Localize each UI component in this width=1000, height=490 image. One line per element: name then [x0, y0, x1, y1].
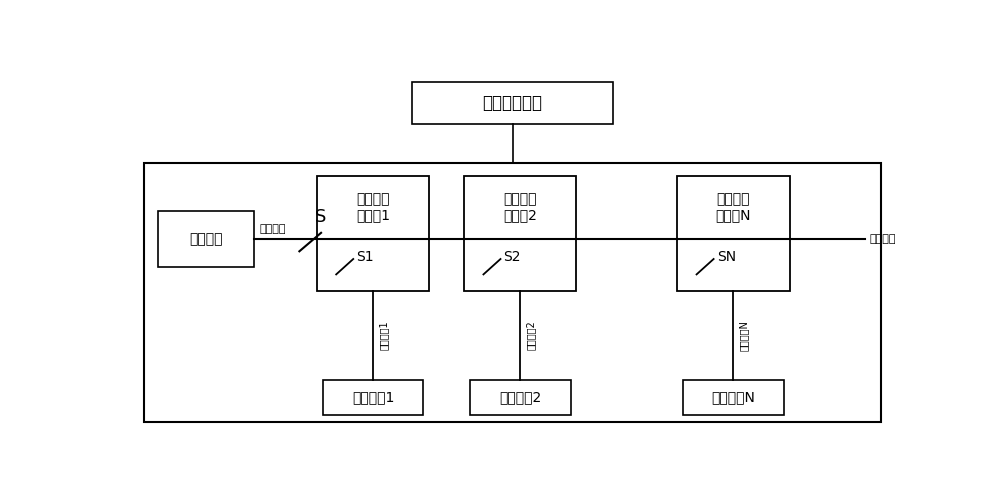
- Text: S: S: [315, 208, 326, 226]
- Text: 充电分支
配电盒1: 充电分支 配电盒1: [356, 192, 390, 222]
- Text: 充电接口1: 充电接口1: [352, 390, 394, 404]
- Text: 分支母线N: 分支母线N: [739, 320, 749, 351]
- Text: S1: S1: [356, 249, 374, 264]
- Text: SN: SN: [717, 249, 736, 264]
- Text: 充电母线: 充电母线: [259, 223, 286, 234]
- Bar: [683, 380, 784, 415]
- Bar: [144, 163, 881, 422]
- Text: 充电接口2: 充电接口2: [499, 390, 541, 404]
- Text: S2: S2: [504, 249, 521, 264]
- Text: 终端母线: 终端母线: [869, 234, 896, 244]
- Bar: [317, 176, 429, 292]
- Text: 充电控制单元: 充电控制单元: [482, 94, 542, 112]
- Text: 分支母线2: 分支母线2: [526, 321, 536, 350]
- Text: 充电单元: 充电单元: [189, 232, 223, 246]
- Text: 充电分支
配电盒N: 充电分支 配电盒N: [716, 192, 751, 222]
- Bar: [470, 380, 571, 415]
- Text: 分支母线1: 分支母线1: [378, 321, 388, 350]
- Bar: [323, 380, 423, 415]
- Text: 充电接口N: 充电接口N: [711, 390, 755, 404]
- Bar: [464, 176, 576, 292]
- Bar: [158, 211, 254, 267]
- Bar: [412, 82, 613, 124]
- Bar: [677, 176, 790, 292]
- Text: 充电分支
配电盒2: 充电分支 配电盒2: [503, 192, 537, 222]
